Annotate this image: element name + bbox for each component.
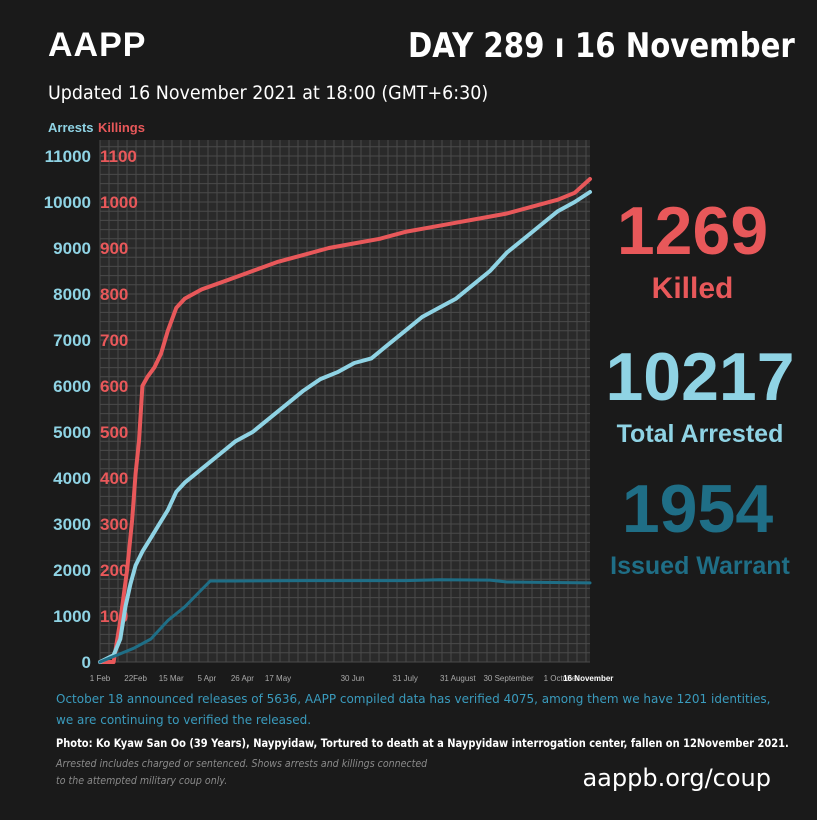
arrests-tick-label: 2000 xyxy=(53,561,91,580)
killings-tick-label: 400 xyxy=(100,469,128,488)
updated-timestamp: Updated 16 November 2021 at 18:00 (GMT+6… xyxy=(48,82,489,104)
arrested-label: Total Arrested xyxy=(616,420,784,448)
y-axis-title: Arrests xyxy=(48,120,94,135)
photo-caption: Photo: Ko Kyaw San Oo (39 Years), Naypyi… xyxy=(56,736,789,750)
x-tick-label: 22Feb xyxy=(124,674,147,683)
arrests-tick-label: 1000 xyxy=(53,607,91,626)
killings-tick-label: 1000 xyxy=(100,193,138,212)
release-note-line1: October 18 announced releases of 5636, A… xyxy=(56,692,771,706)
x-tick-label: 17 May xyxy=(265,674,291,683)
plot-background xyxy=(100,140,590,662)
release-note-line2: we are continuing to verified the releas… xyxy=(56,713,312,727)
killed-count: 1269 xyxy=(616,193,769,269)
arrests-tick-label: 7000 xyxy=(53,331,91,350)
killings-tick-label: 500 xyxy=(100,423,128,442)
warrant-count: 1954 xyxy=(621,471,774,547)
brand-title: AAPP xyxy=(48,26,147,64)
arrests-tick-label: 3000 xyxy=(53,515,91,534)
killings-tick-label: 800 xyxy=(100,285,128,304)
arrests-tick-label: 9000 xyxy=(53,239,91,258)
arrests-tick-label: 5000 xyxy=(53,423,91,442)
disclaimer-line2: to the attempted military coup only. xyxy=(56,774,228,787)
killings-tick-label: 600 xyxy=(100,377,128,396)
disclaimer-line1: Arrested includes charged or sentenced. … xyxy=(56,757,428,770)
series-line-issued-warrant xyxy=(98,578,592,664)
series-line-arrests xyxy=(98,190,592,664)
day-label: DAY 289 ı 16 November xyxy=(408,26,795,66)
arrests-tick-label: 4000 xyxy=(53,469,91,488)
x-tick-label: 1 October xyxy=(544,674,579,683)
x-tick-label: 31 July xyxy=(393,674,418,683)
arrests-tick-label: 6000 xyxy=(53,377,91,396)
x-tick-label: 30 Jun xyxy=(341,674,365,683)
killings-tick-label: 1100 xyxy=(100,147,137,166)
x-tick-label: 31 August xyxy=(440,674,476,683)
killings-tick-label: 200 xyxy=(100,561,128,580)
y-axis-title: Killings xyxy=(98,120,145,135)
killings-tick-label: 300 xyxy=(100,515,128,534)
killings-tick-label: 700 xyxy=(100,331,128,350)
arrests-tick-label: 10000 xyxy=(44,193,91,212)
arrests-tick-label: 0 xyxy=(82,653,91,672)
x-tick-label: 30 September xyxy=(483,674,534,683)
series-line-killings xyxy=(98,177,592,664)
x-tick-label: 15 Mar xyxy=(159,674,184,683)
x-tick-label: 5 Apr xyxy=(197,674,216,683)
arrests-tick-label: 8000 xyxy=(53,285,91,304)
website-link[interactable]: aappb.org/coup xyxy=(582,764,771,792)
killings-tick-label: 900 xyxy=(100,239,128,258)
warrant-label: Issued Warrant xyxy=(610,552,790,580)
killed-label: Killed xyxy=(651,272,734,305)
x-tick-label: 16 November xyxy=(563,674,613,683)
x-tick-label: 26 Apr xyxy=(231,674,254,683)
x-tick-label: 1 Feb xyxy=(90,674,111,683)
arrested-count: 10217 xyxy=(605,339,795,415)
arrests-tick-label: 11000 xyxy=(45,147,91,166)
